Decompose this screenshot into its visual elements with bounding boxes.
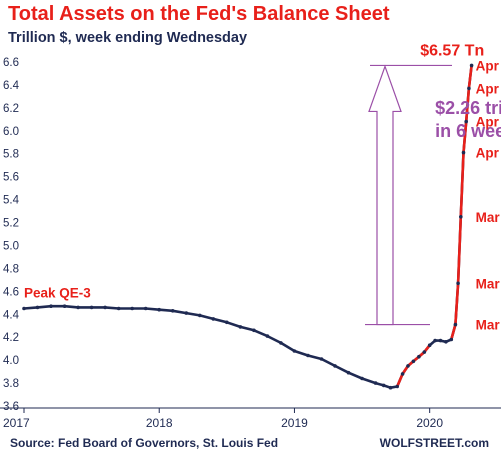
increase-bracket — [365, 64, 452, 326]
y-tick-label: 3.8 — [3, 378, 19, 390]
x-tick-label: 2019 — [281, 416, 308, 430]
x-axis: 2017 2018 2019 2020 — [0, 407, 501, 430]
data-point — [62, 304, 67, 309]
x-tick-label: 2020 — [416, 416, 443, 430]
annotation-label: Apr 15 — [476, 81, 501, 96]
data-point — [433, 338, 437, 343]
brand-mark: WOLFSTREET.com — [379, 436, 489, 450]
data-point — [49, 304, 53, 309]
annotation-label: Apr 8 — [476, 115, 501, 130]
data-point — [373, 381, 378, 385]
data-point — [360, 376, 364, 381]
annotations: Peak QE-3 $6.57 Tn $2.26 trillion in 6 week… — [24, 43, 501, 333]
data-point — [438, 338, 443, 343]
annotation-label: Apr 1 — [476, 146, 501, 161]
highlight-segment — [450, 65, 473, 340]
data-point — [319, 357, 324, 361]
data-point — [130, 306, 134, 311]
data-point — [381, 383, 386, 388]
y-tick-label: 5.6 — [3, 172, 19, 184]
data-point — [333, 364, 337, 368]
data-point — [346, 370, 351, 375]
data-point — [427, 343, 432, 348]
y-tick-label: 4.4 — [3, 309, 20, 321]
data-point — [449, 337, 454, 342]
data-point — [417, 354, 421, 359]
y-tick-label: 3.6 — [3, 401, 19, 413]
data-point — [459, 215, 463, 219]
up-arrow — [368, 64, 402, 326]
data-point — [467, 86, 471, 91]
data-point — [406, 364, 410, 368]
annotation-label: Peak QE-3 — [24, 286, 91, 301]
annotation-label: Mar 11 — [476, 318, 501, 333]
source-note: Source: Fed Board of Governors, St. Loui… — [10, 436, 279, 450]
data-point — [388, 385, 393, 390]
data-point — [400, 372, 405, 376]
data-point — [456, 281, 460, 286]
data-point — [265, 334, 270, 338]
data-point — [157, 307, 161, 312]
series-points — [22, 63, 474, 390]
data-point — [238, 325, 243, 329]
x-tick-label: 2017 — [3, 416, 30, 430]
y-tick-label: 4.6 — [3, 286, 19, 298]
data-point — [469, 63, 474, 68]
annotation-label: Apr 22 — [476, 58, 501, 73]
data-point — [279, 341, 283, 345]
y-tick-label: 6.0 — [3, 126, 19, 138]
data-point — [464, 119, 469, 124]
data-point — [103, 305, 107, 310]
series-line — [23, 65, 473, 389]
data-point — [395, 384, 400, 389]
data-point — [89, 305, 94, 310]
chart-subtitle: Trillion $, week ending Wednesday — [8, 30, 248, 46]
y-tick-label: 4.8 — [3, 263, 19, 275]
data-point — [252, 328, 256, 333]
data-point — [143, 306, 148, 311]
data-point — [225, 320, 229, 325]
y-tick-label: 6.4 — [3, 80, 20, 92]
data-point — [170, 309, 175, 313]
y-tick-label: 5.2 — [3, 218, 19, 230]
data-point — [35, 305, 40, 310]
y-axis-labels: 3.6 3.8 4.0 4.2 4.4 4.6 4.8 5.0 5.2 5.4 5.6 5.8 6.0 6… — [3, 57, 20, 413]
y-tick-label: 6.6 — [3, 57, 19, 69]
annotation-label: in 6 weeks — [435, 121, 501, 141]
data-point — [306, 353, 310, 358]
data-point — [198, 313, 202, 318]
y-tick-label: 4.2 — [3, 332, 19, 344]
data-point — [76, 305, 80, 310]
y-tick-label: 5.4 — [3, 195, 20, 207]
series-lines — [23, 65, 473, 389]
chart-title: Total Assets on the Fed's Balance Sheet — [8, 3, 390, 25]
data-point — [461, 150, 466, 155]
annotation-label: Mar 25 — [476, 210, 501, 225]
data-point — [411, 359, 416, 364]
data-point — [444, 340, 448, 344]
y-tick-label: 5.8 — [3, 149, 19, 161]
data-point — [211, 317, 216, 321]
y-tick-label: 6.2 — [3, 103, 19, 115]
data-point — [116, 306, 121, 311]
data-point — [292, 349, 297, 353]
x-tick-label: 2018 — [146, 416, 173, 430]
data-point — [22, 306, 26, 311]
y-tick-label: 4.0 — [3, 355, 19, 367]
y-tick-label: 5.0 — [3, 240, 19, 252]
data-point — [422, 350, 427, 354]
annotation-label: Mar 18 — [476, 276, 501, 291]
annotation-label: $2.26 trillion — [435, 98, 501, 118]
annotation-label: $6.57 Tn — [420, 43, 484, 60]
data-point — [184, 311, 189, 315]
data-point — [453, 322, 458, 327]
